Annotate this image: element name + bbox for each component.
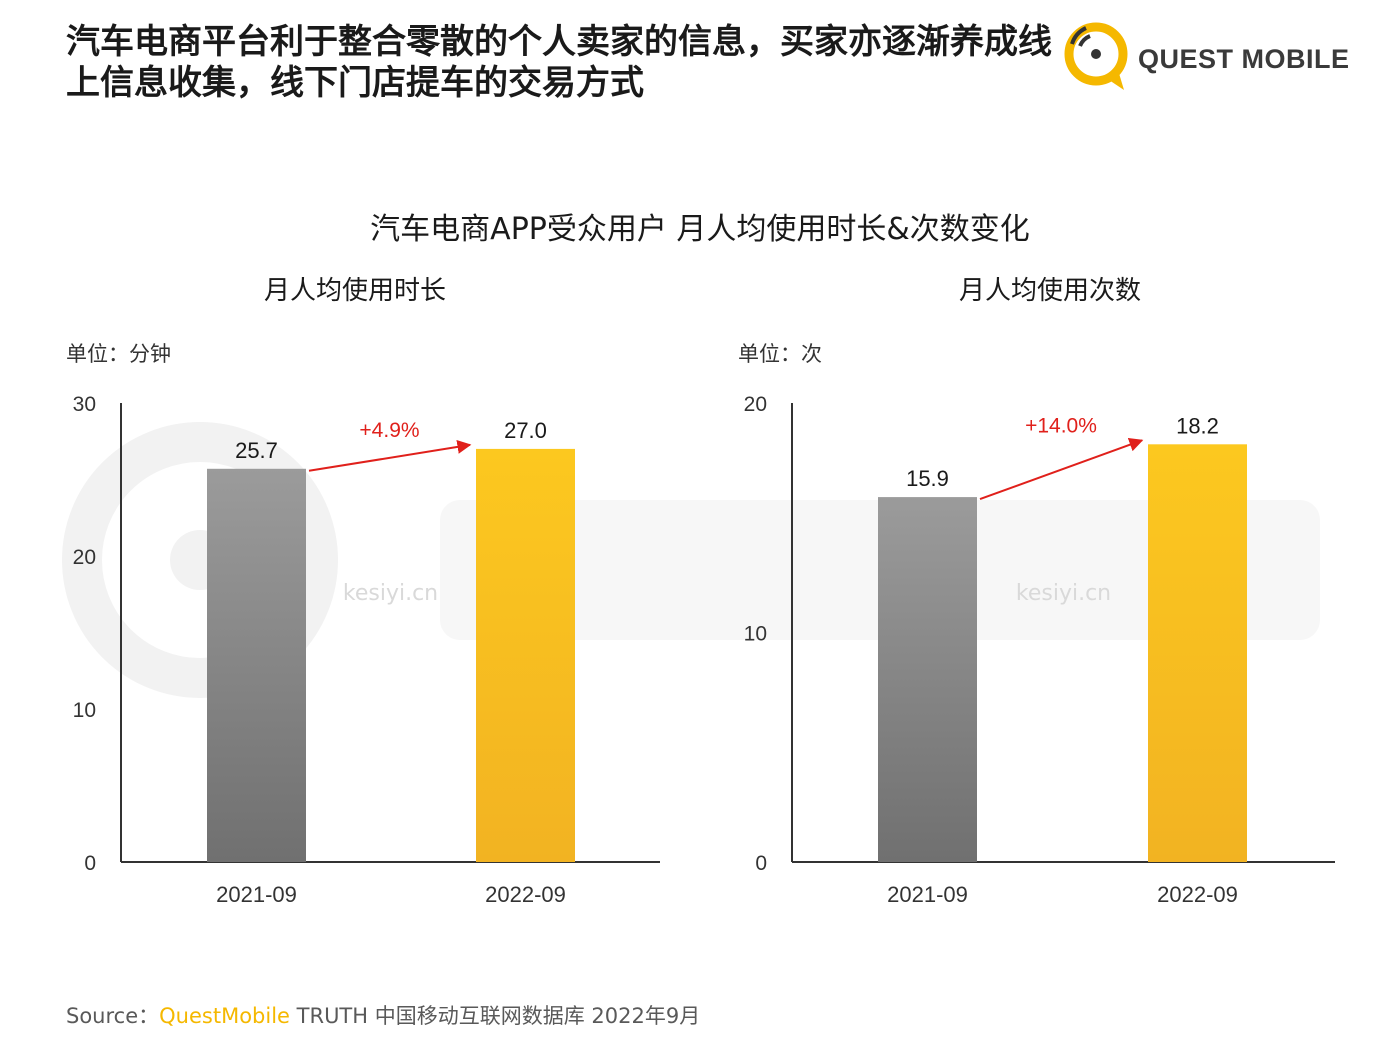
bar-2-2021-09: [878, 497, 977, 862]
y-tick-label-1-3: 30: [73, 393, 96, 416]
chart-1-title: 月人均使用时长: [263, 276, 446, 306]
chart-2-title: 月人均使用次数: [958, 276, 1141, 306]
y-tick-label-1-1: 10: [73, 699, 96, 722]
y-tick-label-2-2: 20: [744, 393, 767, 416]
x-tick-label-1-1: 2022-09: [485, 882, 566, 907]
quest-mobile-logo-icon: [1064, 22, 1128, 90]
source-line: Source：QuestMobile TRUTH 中国移动互联网数据库 2022…: [66, 1000, 700, 1030]
growth-arrow-2: [979, 438, 1144, 501]
data-label-1-1: 27.0: [504, 418, 547, 443]
data-label-2-0: 15.9: [906, 466, 949, 491]
y-tick-label-1-0: 0: [84, 852, 96, 875]
bar-1-2022-09: [476, 448, 575, 862]
main-title: 汽车电商APP受众用户 月人均使用时长&次数变化: [370, 212, 1030, 247]
bar-2-2022-09: [1148, 444, 1247, 862]
x-tick-label-1-0: 2021-09: [216, 882, 297, 907]
y-tick-label-1-2: 20: [73, 546, 96, 569]
y-tick-label-2-0: 0: [755, 852, 767, 875]
bar-1-2021-09: [207, 468, 306, 862]
source-brand: QuestMobile: [159, 1004, 290, 1028]
y-tick-label-2-1: 10: [744, 623, 767, 646]
watermark-text-1: kesiyi.cn: [343, 581, 438, 606]
data-label-2-1: 18.2: [1176, 413, 1219, 438]
source-rest: TRUTH 中国移动互联网数据库 2022年9月: [289, 1004, 701, 1028]
growth-label-1: +4.9%: [359, 419, 419, 442]
growth-arrow-1: [308, 439, 472, 472]
watermark-text-2: kesiyi.cn: [1016, 581, 1111, 606]
source-prefix: Source：: [66, 1004, 160, 1028]
x-tick-label-2-0: 2021-09: [887, 882, 968, 907]
chart-1-unit: 单位：分钟: [66, 342, 171, 366]
x-tick-label-2-1: 2022-09: [1157, 882, 1238, 907]
headline: 汽车电商平台利于整合零散的个人卖家的信息，买家亦逐渐养成线上信息收集，线下门店提…: [66, 22, 1052, 103]
logo-text: QUEST MOBILE: [1138, 44, 1350, 74]
chart-2-unit: 单位：次: [738, 342, 822, 366]
data-label-1-0: 25.7: [235, 438, 278, 463]
growth-label-2: +14.0%: [1025, 414, 1097, 437]
